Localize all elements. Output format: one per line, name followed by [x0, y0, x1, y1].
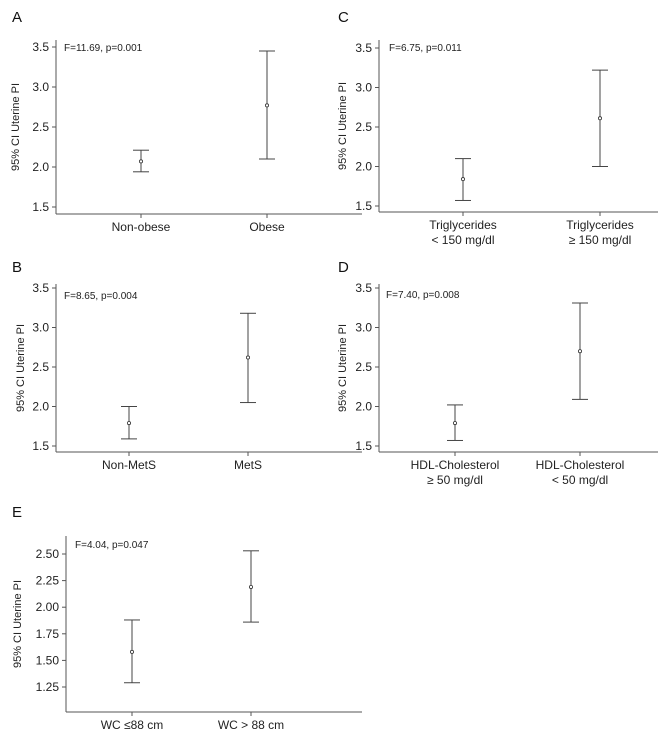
- y-tick-label: 2.25: [36, 574, 60, 588]
- y-tick-label: 1.25: [36, 680, 60, 694]
- stat-annotation: F=11.69, p=0.001: [64, 43, 143, 54]
- mean-point: [245, 355, 250, 360]
- x-category-label: MetS: [234, 458, 262, 472]
- y-tick-label: 3.5: [355, 41, 372, 55]
- y-tick-label: 2.5: [355, 360, 372, 374]
- mean-point: [578, 349, 583, 354]
- y-tick-label: 1.5: [355, 439, 372, 453]
- panel-d: D 1.5 2.0 2.5 3.0 3.5 95% CI Uterine PI F=7.40,…: [337, 259, 658, 487]
- x-category-label: WC > 88 cm: [218, 718, 284, 729]
- stat-annotation: F=6.75, p=0.011: [389, 43, 462, 54]
- mean-point: [248, 584, 253, 589]
- x-category-label: ≥ 50 mg/dl: [427, 473, 483, 487]
- stat-annotation: F=4.04, p=0.047: [75, 540, 149, 551]
- panel-letter: E: [12, 504, 22, 521]
- y-tick-label: 2.5: [32, 120, 49, 134]
- x-category-label: Triglycerides: [566, 218, 634, 232]
- x-category-label: < 150 mg/dl: [431, 233, 494, 247]
- y-tick-label: 2.00: [36, 600, 60, 614]
- panel-a: A 1.5 2.0 2.5 3.0 3.5 95% CI Uterine PI F=11.69…: [10, 9, 362, 234]
- y-tick-label: 1.50: [36, 653, 60, 667]
- y-tick-label: 3.0: [32, 321, 49, 335]
- y-tick-label: 1.5: [32, 439, 49, 453]
- y-tick-label: 2.0: [32, 400, 49, 414]
- x-category-label: Non-MetS: [102, 458, 156, 472]
- x-category-label: Obese: [249, 220, 285, 234]
- y-axis-label: 95% CI Uterine PI: [10, 83, 22, 171]
- y-tick-label: 3.0: [32, 80, 49, 94]
- stat-annotation: F=7.40, p=0.008: [386, 290, 460, 301]
- y-tick-label: 3.5: [32, 281, 49, 295]
- x-category-label: Triglycerides: [429, 218, 497, 232]
- x-category-label: Non-obese: [112, 220, 171, 234]
- y-tick-label: 1.75: [36, 627, 60, 641]
- y-tick-label: 2.5: [32, 360, 49, 374]
- stat-annotation: F=8.65, p=0.004: [64, 291, 138, 302]
- mean-point: [129, 649, 134, 654]
- y-axis-label: 95% CI Uterine PI: [15, 324, 27, 412]
- y-tick-label: 2.50: [36, 547, 60, 561]
- y-tick-label: 1.5: [32, 200, 49, 214]
- mean-point: [598, 116, 603, 121]
- y-tick-label: 2.0: [355, 160, 372, 174]
- panel-b: B 1.5 2.0 2.5 3.0 3.5 95% CI Uterine PI F=8.65,…: [12, 259, 362, 472]
- mean-point: [264, 103, 269, 108]
- mean-point: [452, 421, 457, 426]
- x-category-label: < 50 mg/dl: [552, 473, 608, 487]
- mean-point: [460, 177, 465, 182]
- y-axis-label: 95% CI Uterine PI: [337, 82, 349, 170]
- panel-c: C 1.5 2.0 2.5 3.0 3.5 95% CI Uterine PI F=6.75,…: [337, 9, 658, 247]
- y-axis-label: 95% CI Uterine PI: [337, 324, 349, 412]
- y-tick-label: 2.0: [32, 160, 49, 174]
- panel-letter: D: [338, 259, 349, 276]
- x-category-label: WC ≤88 cm: [101, 718, 164, 729]
- x-category-label: HDL-Cholesterol: [536, 458, 625, 472]
- y-tick-label: 3.5: [32, 40, 49, 54]
- y-tick-label: 3.5: [355, 281, 372, 295]
- y-tick-label: 1.5: [355, 199, 372, 213]
- y-tick-label: 3.0: [355, 321, 372, 335]
- y-axis-label: 95% CI Uterine PI: [12, 580, 24, 668]
- mean-point: [138, 159, 143, 164]
- panel-e: E 1.25 1.50 1.75 2.00 2.25 2.50 95% CI Uterine …: [12, 504, 362, 729]
- mean-point: [127, 421, 132, 426]
- y-tick-label: 2.5: [355, 120, 372, 134]
- panel-letter: A: [12, 9, 22, 26]
- panel-letter: B: [12, 259, 22, 276]
- panel-letter: C: [338, 9, 349, 26]
- x-category-label: HDL-Cholesterol: [411, 458, 500, 472]
- y-tick-label: 3.0: [355, 81, 372, 95]
- x-category-label: ≥ 150 mg/dl: [569, 233, 632, 247]
- y-tick-label: 2.0: [355, 400, 372, 414]
